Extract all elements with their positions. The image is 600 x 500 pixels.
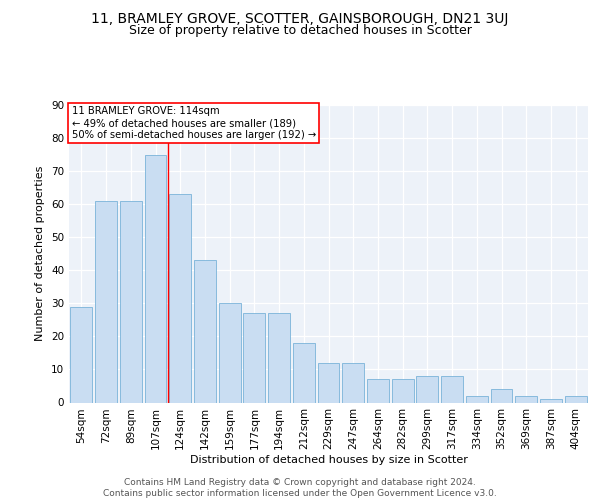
Bar — [95, 201, 117, 402]
Y-axis label: Number of detached properties: Number of detached properties — [35, 166, 46, 342]
Bar — [392, 380, 413, 402]
Bar — [565, 396, 587, 402]
Text: 11, BRAMLEY GROVE, SCOTTER, GAINSBOROUGH, DN21 3UJ: 11, BRAMLEY GROVE, SCOTTER, GAINSBOROUGH… — [91, 12, 509, 26]
Bar — [466, 396, 488, 402]
Bar — [293, 343, 314, 402]
Bar — [244, 313, 265, 402]
Bar — [70, 306, 92, 402]
Bar — [343, 363, 364, 403]
Bar — [367, 380, 389, 402]
X-axis label: Distribution of detached houses by size in Scotter: Distribution of detached houses by size … — [190, 455, 467, 465]
Bar — [317, 363, 340, 403]
Bar — [219, 304, 241, 402]
Bar — [441, 376, 463, 402]
Bar — [169, 194, 191, 402]
Bar — [194, 260, 216, 402]
Bar — [515, 396, 537, 402]
Text: Contains HM Land Registry data © Crown copyright and database right 2024.
Contai: Contains HM Land Registry data © Crown c… — [103, 478, 497, 498]
Text: Size of property relative to detached houses in Scotter: Size of property relative to detached ho… — [128, 24, 472, 37]
Bar — [416, 376, 438, 402]
Bar — [268, 313, 290, 402]
Bar — [145, 154, 166, 402]
Bar — [120, 201, 142, 402]
Text: 11 BRAMLEY GROVE: 114sqm
← 49% of detached houses are smaller (189)
50% of semi-: 11 BRAMLEY GROVE: 114sqm ← 49% of detach… — [71, 106, 316, 140]
Bar — [491, 390, 512, 402]
Bar — [540, 399, 562, 402]
